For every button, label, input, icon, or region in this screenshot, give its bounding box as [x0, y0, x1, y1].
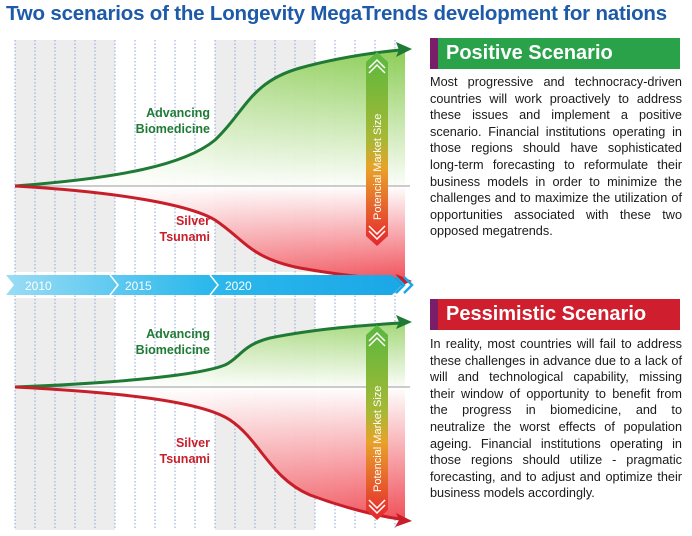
timeline-year-2010: 2010: [25, 279, 52, 293]
top-advancing-curve: [14, 48, 401, 188]
top-advancing-arrowhead: [396, 42, 412, 57]
top-silver-label-line1: Silver: [176, 214, 210, 228]
bottom-advancing-label-line2: Biomedicine: [136, 343, 210, 357]
positive-scenario-heading: Positive Scenario: [446, 42, 613, 64]
positive-scenario-header: Positive Scenario: [430, 38, 680, 69]
timeline-year-2020: 2020: [225, 279, 252, 293]
bottom-silver-label-line1: Silver: [176, 436, 210, 450]
bottom-advancing-arrowhead: [396, 315, 412, 329]
top-advancing-label-line2: Biomedicine: [136, 122, 210, 136]
page-title: Two scenarios of the Longevity MegaTrend…: [6, 2, 667, 25]
bottom-advancing-curve: [14, 321, 401, 389]
top-advancing-label-line1: Advancing: [146, 106, 210, 120]
timeline-year-2015: 2015: [125, 279, 152, 293]
pessimistic-scenario-heading: Pessimistic Scenario: [446, 303, 647, 325]
bottom-advancing-label-line1: Advancing: [146, 327, 210, 341]
timeline-band: 2010 2015 2020: [6, 274, 414, 296]
top-market-size-bar: Potencial Market Size: [366, 52, 388, 246]
bottom-market-size-bar: Potencial Market Size: [366, 325, 388, 520]
bottom-market-size-label: Potencial Market Size: [372, 386, 384, 492]
bottom-silver-curve: [14, 385, 401, 521]
bottom-silver-label-line2: Tsunami: [160, 452, 210, 466]
top-market-size-label: Potencial Market Size: [372, 114, 384, 220]
pessimistic-scenario-header: Pessimistic Scenario: [430, 299, 680, 330]
pessimistic-header-marker: [430, 299, 438, 330]
pessimistic-scenario-text: In reality, most countries will fail to …: [430, 337, 682, 501]
top-silver-label-line2: Tsunami: [160, 230, 210, 244]
positive-scenario-text: Most progressive and technocracy-driven …: [430, 75, 682, 239]
positive-header-marker: [430, 38, 438, 69]
bottom-silver-arrowhead: [395, 513, 412, 527]
